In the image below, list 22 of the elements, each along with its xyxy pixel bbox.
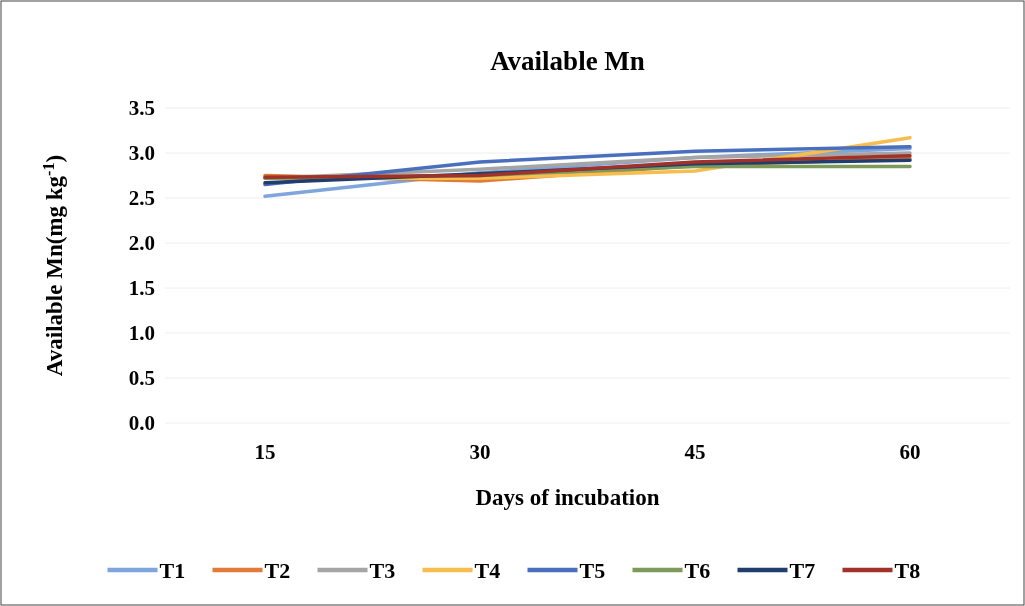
legend-label: T7 (789, 558, 816, 583)
legend-label: T1 (159, 558, 186, 583)
y-tick-label: 1.0 (128, 321, 155, 345)
legend-label: T2 (264, 558, 291, 583)
x-tick-label: 45 (684, 440, 706, 464)
y-tick-label: 3.5 (128, 96, 155, 120)
x-tick-label: 60 (899, 440, 921, 464)
y-tick-label: 2.5 (128, 186, 155, 210)
x-axis-title: Days of incubation (475, 485, 660, 510)
legend-label: T3 (369, 558, 396, 583)
x-tick-label: 15 (254, 440, 276, 464)
chart-title: Available Mn (490, 46, 645, 76)
legend-label: T5 (579, 558, 606, 583)
y-tick-label: 2.0 (128, 231, 155, 255)
legend-label: T4 (474, 558, 501, 583)
y-tick-label: 3.0 (128, 141, 155, 165)
x-tick-label: 30 (469, 440, 491, 464)
y-tick-label: 0.5 (128, 366, 155, 390)
legend-label: T6 (684, 558, 711, 583)
legend-label: T8 (894, 558, 921, 583)
y-tick-label: 1.5 (128, 276, 155, 300)
y-tick-label: 0.0 (128, 411, 155, 435)
